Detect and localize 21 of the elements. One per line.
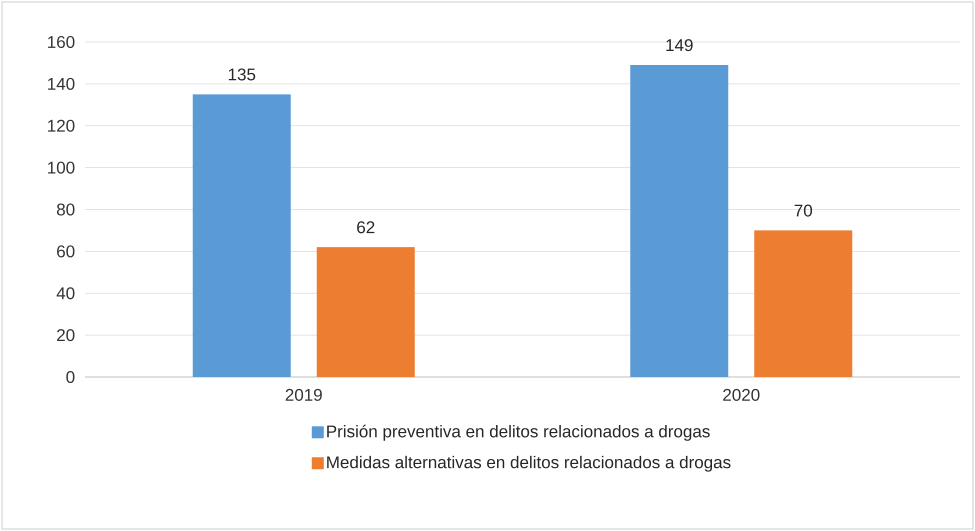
bar (316, 247, 415, 377)
y-tick-label: 140 (48, 78, 74, 90)
y-tick-label: 120 (48, 120, 74, 132)
data-label: 135 (228, 68, 256, 80)
y-tick-label: 100 (48, 162, 74, 174)
x-tick-label: 2019 (286, 388, 322, 401)
bar (192, 94, 291, 377)
bar (754, 230, 852, 377)
legend-label: Medidas alternativas en delitos relacionados a drogas (327, 456, 730, 472)
data-label: 149 (666, 39, 693, 52)
x-tick-label: 2020 (723, 388, 760, 401)
y-tick-label: 40 (56, 287, 74, 300)
y-tick-label: 60 (57, 245, 74, 258)
y-tick-label: 20 (57, 329, 74, 342)
y-tick-label: 80 (56, 203, 74, 216)
data-label: 62 (357, 221, 374, 234)
data-label: 70 (794, 204, 812, 217)
y-tick-label: 0 (66, 370, 74, 384)
y-tick-label: 160 (48, 36, 74, 48)
legend-label: Prisión preventiva en delitos relacionados a drogas (327, 424, 710, 441)
bar (630, 65, 728, 377)
